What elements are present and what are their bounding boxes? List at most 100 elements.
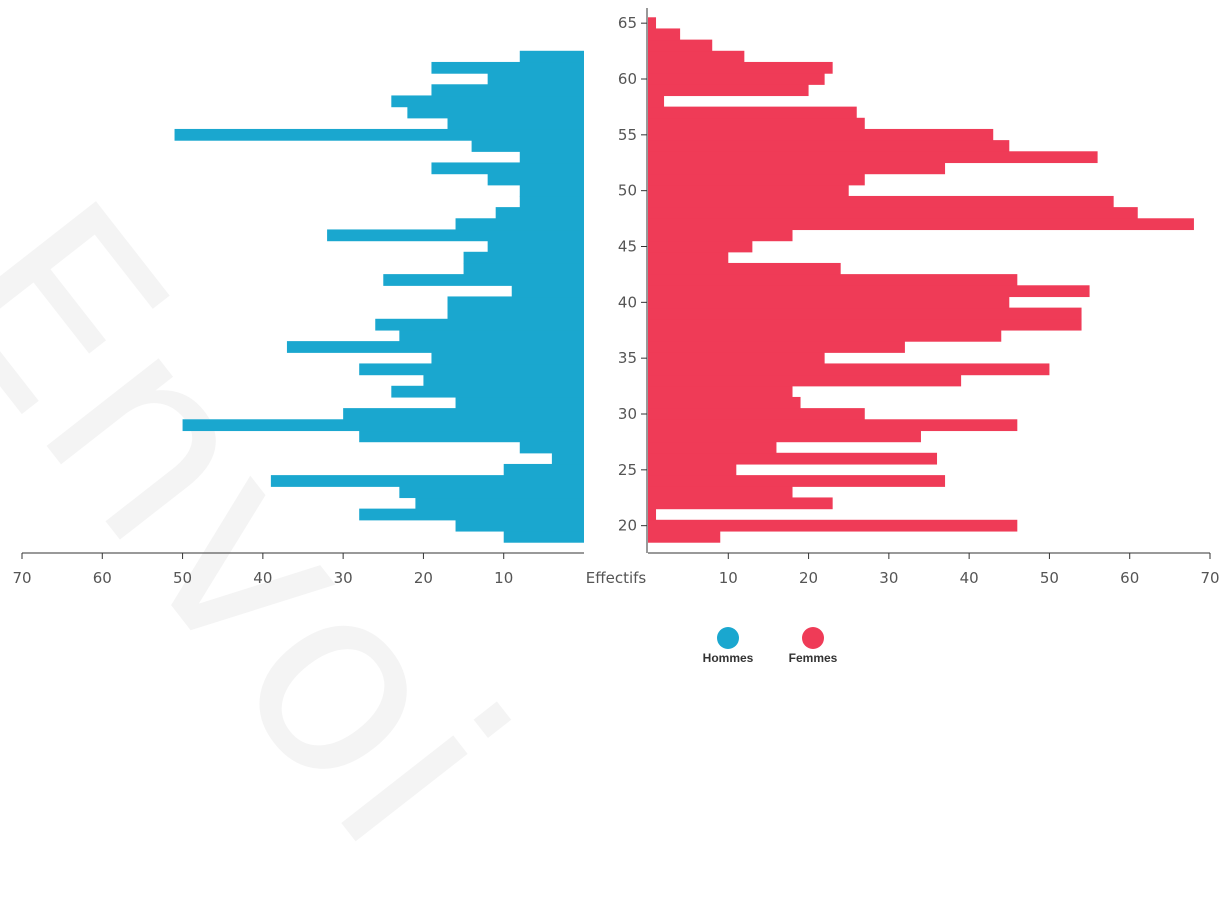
femmes-bar-41[interactable]: [648, 285, 1090, 298]
hommes-bar-41[interactable]: [511, 285, 584, 298]
hommes-bar-22[interactable]: [415, 497, 584, 510]
femmes-bar-22[interactable]: [648, 497, 833, 510]
hommes-bar-39[interactable]: [447, 307, 584, 320]
femmes-tick-label-10: 10: [719, 569, 738, 587]
hommes-bar-45[interactable]: [487, 240, 584, 253]
hommes-bar-51[interactable]: [487, 173, 584, 186]
hommes-bar-23[interactable]: [399, 486, 584, 499]
femmes-bar-47[interactable]: [648, 218, 1194, 231]
femmes-bar-42[interactable]: [648, 274, 1018, 286]
hommes-bar-31[interactable]: [455, 396, 584, 409]
femmes-bar-34[interactable]: [648, 363, 1050, 376]
legend-item-hommes[interactable]: Hommes: [688, 627, 768, 665]
femmes-bar-24[interactable]: [648, 475, 946, 487]
hommes-bar-50[interactable]: [519, 184, 584, 197]
hommes-bar-38[interactable]: [375, 318, 584, 331]
femmes-bar-48[interactable]: [648, 207, 1138, 219]
hommes-bar-36[interactable]: [286, 341, 584, 353]
hommes-tick-label-70: 70: [12, 569, 31, 587]
femmes-bar-19[interactable]: [648, 530, 721, 543]
hommes-bar-53[interactable]: [519, 151, 584, 164]
hommes-bar-33[interactable]: [423, 374, 584, 387]
hommes-bar-29[interactable]: [182, 419, 585, 432]
hommes-bar-40[interactable]: [447, 296, 584, 309]
femmes-x-axis: 10 20 30 40 50 60 70: [648, 552, 1220, 587]
femmes-bar-30[interactable]: [648, 408, 865, 420]
femmes-bar-61[interactable]: [648, 61, 833, 74]
femmes-bar-60[interactable]: [648, 73, 825, 85]
femmes-bar-65[interactable]: [648, 17, 657, 30]
femmes-bar-58[interactable]: [648, 95, 665, 108]
femmes-bar-46[interactable]: [648, 229, 793, 242]
hommes-x-axis: 10 20 30 40 50 60 70: [12, 552, 584, 587]
hommes-bar-48[interactable]: [495, 207, 584, 219]
femmes-bar-56[interactable]: [648, 117, 865, 130]
hommes-bar-37[interactable]: [399, 329, 584, 342]
femmes-bar-28[interactable]: [648, 430, 921, 443]
femmes-bar-51[interactable]: [648, 173, 865, 186]
femmes-bar-38[interactable]: [648, 318, 1082, 331]
hommes-bar-54[interactable]: [471, 140, 584, 152]
femmes-bar-21[interactable]: [648, 508, 657, 521]
femmes-bar-55[interactable]: [648, 128, 994, 141]
femmes-bar-54[interactable]: [648, 140, 1010, 152]
hommes-bar-58[interactable]: [391, 95, 584, 108]
hommes-bar-28[interactable]: [359, 430, 584, 443]
femmes-bar-43[interactable]: [648, 262, 841, 275]
hommes-bar-44[interactable]: [463, 251, 584, 264]
femmes-bar-53[interactable]: [648, 151, 1098, 164]
hommes-bar-30[interactable]: [343, 408, 584, 420]
hommes-bar-24[interactable]: [270, 475, 584, 487]
age-tick-label-45: 45: [618, 238, 637, 256]
femmes-bar-29[interactable]: [648, 419, 1018, 432]
femmes-bar-23[interactable]: [648, 486, 793, 499]
femmes-bar-45[interactable]: [648, 240, 753, 253]
hommes-bar-19[interactable]: [503, 530, 584, 543]
age-tick-label-35: 35: [618, 349, 637, 367]
femmes-bar-50[interactable]: [648, 184, 849, 197]
hommes-bar-56[interactable]: [447, 117, 584, 130]
hommes-bar-49[interactable]: [519, 195, 584, 208]
femmes-bar-63[interactable]: [648, 39, 713, 52]
femmes-bar-26[interactable]: [648, 452, 938, 465]
hommes-bar-62[interactable]: [519, 50, 584, 63]
hommes-bar-60[interactable]: [487, 73, 584, 85]
hommes-bar-55[interactable]: [174, 128, 585, 141]
hommes-bar-27[interactable]: [519, 441, 584, 454]
hommes-tick-label-20: 20: [414, 569, 433, 587]
hommes-bar-25[interactable]: [503, 463, 584, 476]
hommes-bar-35[interactable]: [431, 352, 584, 365]
femmes-bar-32[interactable]: [648, 385, 793, 398]
hommes-bar-46[interactable]: [327, 229, 584, 242]
femmes-bar-35[interactable]: [648, 352, 825, 365]
femmes-bar-62[interactable]: [648, 50, 745, 63]
hommes-bar-32[interactable]: [391, 385, 584, 398]
hommes-bar-21[interactable]: [359, 508, 584, 521]
femmes-bar-64[interactable]: [648, 28, 681, 41]
hommes-bar-47[interactable]: [455, 218, 584, 231]
hommes-bar-57[interactable]: [407, 106, 584, 119]
femmes-bar-49[interactable]: [648, 195, 1114, 208]
hommes-bar-20[interactable]: [455, 519, 584, 532]
femmes-bar-27[interactable]: [648, 441, 777, 454]
hommes-bar-26[interactable]: [551, 452, 584, 465]
femmes-bar-59[interactable]: [648, 84, 809, 97]
femmes-bar-31[interactable]: [648, 396, 801, 409]
femmes-bar-44[interactable]: [648, 251, 729, 264]
hommes-bar-42[interactable]: [383, 274, 584, 286]
hommes-bar-61[interactable]: [431, 61, 584, 74]
femmes-bar-37[interactable]: [648, 329, 1002, 342]
legend-item-femmes[interactable]: Femmes: [773, 627, 853, 665]
hommes-bar-52[interactable]: [431, 162, 584, 175]
femmes-bar-36[interactable]: [648, 341, 905, 353]
femmes-bar-52[interactable]: [648, 162, 946, 175]
hommes-bar-59[interactable]: [431, 84, 584, 97]
femmes-bar-33[interactable]: [648, 374, 962, 387]
femmes-bar-57[interactable]: [648, 106, 857, 119]
hommes-bar-34[interactable]: [359, 363, 584, 376]
femmes-bar-40[interactable]: [648, 296, 1010, 309]
femmes-bar-20[interactable]: [648, 519, 1018, 532]
hommes-bar-43[interactable]: [463, 262, 584, 275]
femmes-bar-25[interactable]: [648, 463, 737, 476]
femmes-bar-39[interactable]: [648, 307, 1082, 320]
